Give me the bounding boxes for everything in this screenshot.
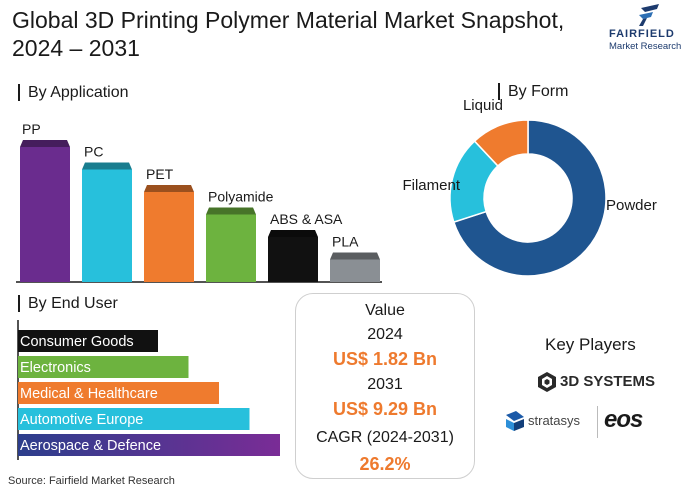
application-bar bbox=[82, 169, 132, 282]
cagr-label: CAGR (2024-2031) bbox=[316, 429, 454, 446]
end-user-bar bbox=[18, 330, 158, 352]
value-2031: US$ 9.29 Bn bbox=[332, 399, 438, 419]
value-2024: US$ 1.82 Bn bbox=[332, 349, 438, 369]
logo-name: FAIRFIELD bbox=[609, 28, 675, 40]
stratasys-logo: stratasys bbox=[506, 410, 592, 434]
form-donut-chart: Powder Filament Liquid bbox=[402, 97, 657, 277]
form-slice-label: Filament bbox=[402, 177, 460, 194]
stratasys-mark-icon bbox=[506, 411, 524, 431]
form-donut-slice bbox=[473, 119, 529, 167]
application-bar-top bbox=[82, 162, 132, 170]
section-form-heading: By Form bbox=[498, 83, 568, 100]
market-value-box: Value 2024 US$ 1.82 Bn 2031 US$ 9.29 Bn … bbox=[295, 293, 475, 479]
3d-systems-logo-text: 3D SYSTEMS bbox=[560, 373, 656, 390]
end-user-bar-label: Consumer Goods bbox=[20, 334, 134, 350]
source-note: Source: Fairfield Market Research bbox=[8, 475, 175, 487]
application-bar bbox=[330, 259, 380, 282]
application-bar-top bbox=[206, 207, 256, 215]
page-title: Global 3D Printing Polymer Material Mark… bbox=[12, 7, 565, 61]
end-user-bar-label: Medical & Healthcare bbox=[20, 386, 158, 402]
3d-systems-cube-icon bbox=[538, 372, 556, 392]
form-slice-label: Liquid bbox=[463, 97, 503, 114]
form-slice-label: Powder bbox=[606, 197, 657, 214]
application-bar-top bbox=[268, 230, 318, 237]
3d-systems-logo: 3D SYSTEMS bbox=[538, 372, 658, 394]
application-bar bbox=[206, 214, 256, 282]
application-bar bbox=[20, 147, 70, 282]
end-user-bar bbox=[18, 356, 189, 378]
end-user-bar-chart: Consumer Goods Electronics Medical & Healt… bbox=[17, 320, 280, 460]
application-bar-label: PLA bbox=[332, 234, 359, 250]
application-bar-top bbox=[144, 185, 194, 192]
fairfield-f-icon bbox=[639, 4, 659, 26]
logo-subtitle: Market Research bbox=[609, 41, 682, 52]
fairfield-logo: FAIRFIELD Market Research bbox=[592, 4, 696, 54]
application-bar-chart: PP PC PET Polyamide ABS & ASA PLA bbox=[16, 121, 382, 283]
end-user-bar bbox=[18, 408, 250, 430]
section-application-heading: By Application bbox=[18, 84, 129, 101]
form-donut-slice bbox=[452, 119, 607, 277]
logo-divider bbox=[597, 406, 598, 438]
application-bar-top bbox=[330, 252, 380, 260]
end-user-bar-label: Automotive Europe bbox=[20, 412, 143, 428]
application-bar-top bbox=[20, 140, 70, 147]
eos-logo-text: eos bbox=[604, 406, 643, 433]
application-bar bbox=[268, 237, 318, 282]
application-bar-label: ABS & ASA bbox=[270, 211, 343, 227]
cagr-value: 26.2% bbox=[359, 454, 411, 474]
stratasys-logo-text: stratasys bbox=[528, 413, 581, 428]
section-end-user-heading: By End User bbox=[18, 295, 118, 312]
application-bar-label: PP bbox=[22, 121, 41, 137]
application-bar-label: Polyamide bbox=[208, 189, 274, 205]
value-year-2024: 2024 bbox=[367, 326, 403, 343]
key-players-title: Key Players bbox=[545, 335, 636, 354]
end-user-bar-label: Electronics bbox=[20, 360, 91, 376]
end-user-bar bbox=[18, 382, 219, 404]
eos-logo: eos bbox=[604, 406, 664, 436]
value-heading: Value bbox=[365, 302, 405, 319]
end-user-bar-label: Aerospace & Defence bbox=[20, 438, 161, 454]
application-bar-label: PC bbox=[84, 144, 103, 160]
application-bar-label: PET bbox=[146, 166, 174, 182]
end-user-bar bbox=[18, 434, 280, 456]
value-year-2031: 2031 bbox=[367, 376, 403, 393]
application-bar bbox=[144, 192, 194, 282]
